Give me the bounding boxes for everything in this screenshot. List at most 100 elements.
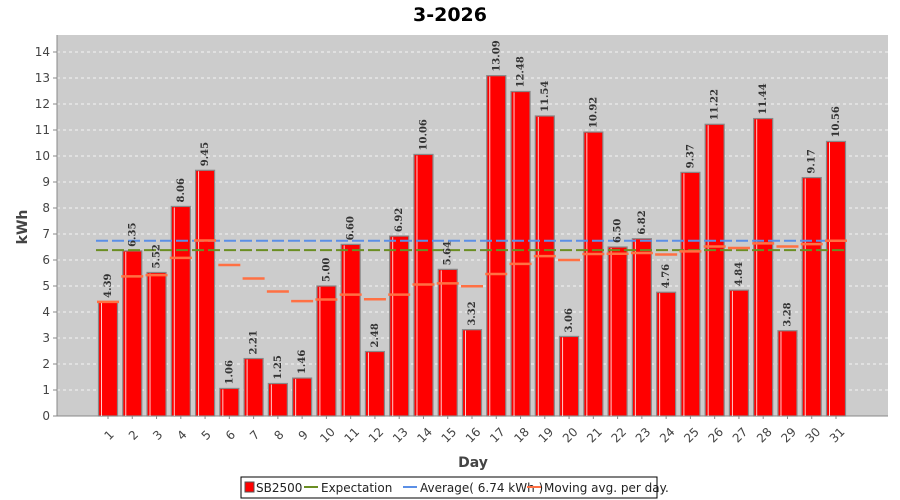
bar-1	[97, 301, 119, 417]
x-tick-label: 29	[778, 425, 799, 446]
data-label: 4.76	[661, 264, 672, 288]
bar-28	[753, 117, 774, 417]
bar-20	[558, 335, 580, 417]
bar	[389, 235, 410, 417]
bar	[461, 329, 483, 417]
bar-22	[607, 246, 628, 417]
data-label: 10.56	[831, 106, 842, 137]
x-tick-label: 26	[705, 425, 726, 446]
x-tick-label: 21	[584, 425, 605, 446]
y-tick-label: 12	[35, 97, 50, 111]
bar-23	[631, 238, 652, 417]
x-tick-label: 25	[681, 425, 702, 446]
bar-9	[292, 377, 313, 417]
bar	[364, 350, 386, 417]
chart-title: 3-2026	[413, 4, 487, 26]
x-tick-label: 30	[803, 425, 824, 446]
bar-4	[170, 205, 191, 417]
bar	[728, 289, 750, 417]
x-tick-label: 16	[463, 425, 484, 446]
x-tick-label: 23	[633, 425, 654, 446]
data-label: 3.28	[782, 302, 793, 326]
data-label: 6.50	[613, 219, 624, 243]
bar-6	[219, 387, 240, 417]
bar-15	[437, 268, 458, 417]
y-tick-label: 1	[42, 383, 50, 397]
bar-18	[510, 90, 531, 417]
data-label: 6.35	[127, 223, 138, 247]
bar-19	[534, 115, 555, 417]
y-tick-label: 13	[35, 71, 50, 85]
bar	[558, 335, 580, 417]
data-label: 6.82	[637, 210, 648, 234]
data-label: 8.06	[176, 178, 187, 202]
y-tick-label: 7	[42, 227, 50, 241]
data-label: 10.92	[588, 97, 599, 128]
bar	[583, 131, 604, 417]
bar-24	[656, 291, 677, 417]
bar	[340, 243, 361, 417]
y-tick-label: 6	[42, 253, 50, 267]
y-tick-label: 8	[42, 201, 50, 215]
data-label: 2.21	[249, 330, 260, 354]
data-label: 12.48	[516, 56, 527, 87]
bar-3	[146, 271, 167, 417]
bar-8	[267, 382, 288, 417]
y-tick-label: 14	[35, 45, 50, 59]
x-tick-label: 31	[827, 425, 848, 446]
y-tick-label: 2	[42, 357, 50, 371]
x-tick-label: 5	[199, 428, 214, 443]
x-tick-label: 12	[366, 425, 387, 446]
bar	[243, 357, 264, 417]
data-label: 6.92	[394, 208, 405, 232]
bar-7	[243, 357, 264, 417]
bar	[680, 171, 701, 417]
bar-17	[486, 75, 507, 417]
bar-5	[194, 169, 216, 417]
bar	[607, 246, 628, 417]
legend-expectation: Expectation	[321, 481, 392, 495]
bar	[631, 238, 652, 417]
data-label: 5.00	[321, 258, 332, 282]
data-label: 4.84	[734, 262, 745, 286]
legend-sb2500: SB2500	[256, 481, 302, 495]
data-label: 2.48	[370, 323, 381, 347]
bar	[316, 285, 337, 417]
y-tick-label: 0	[42, 409, 50, 423]
data-label: 11.54	[540, 81, 551, 112]
data-label: 3.06	[564, 308, 575, 332]
bar	[267, 382, 288, 417]
bar	[801, 176, 822, 417]
x-tick-label: 20	[560, 425, 581, 446]
bar	[194, 169, 216, 417]
x-tick-label: 22	[608, 425, 629, 446]
x-tick-label: 24	[657, 425, 678, 446]
legend-average: Average( 6.74 kWh )	[420, 481, 543, 495]
x-tick-label: 19	[536, 425, 557, 446]
x-tick-label: 4	[174, 428, 189, 443]
bar-31	[825, 140, 847, 417]
bar-29	[777, 330, 798, 417]
data-label: 1.06	[224, 360, 235, 384]
x-tick-label: 10	[317, 425, 338, 446]
data-label: 10.06	[418, 119, 429, 150]
x-tick-label: 9	[296, 428, 311, 443]
x-tick-label: 15	[439, 425, 460, 446]
x-tick-label: 28	[754, 425, 775, 446]
data-label: 9.17	[807, 149, 818, 173]
bar	[486, 75, 507, 417]
data-label: 5.52	[152, 244, 163, 268]
bar	[146, 271, 167, 417]
x-tick-label: 6	[223, 428, 238, 443]
bar	[437, 268, 458, 417]
data-label: 9.37	[685, 144, 696, 168]
bar-12	[364, 350, 386, 417]
x-tick-label: 2	[126, 428, 141, 443]
y-tick-label: 9	[42, 175, 50, 189]
data-label: 3.32	[467, 301, 478, 325]
data-label: 11.22	[710, 89, 721, 120]
x-tick-label: 7	[247, 428, 262, 443]
bar-16	[461, 329, 483, 417]
data-label: 6.60	[346, 216, 357, 240]
x-tick-label: 11	[341, 425, 362, 446]
